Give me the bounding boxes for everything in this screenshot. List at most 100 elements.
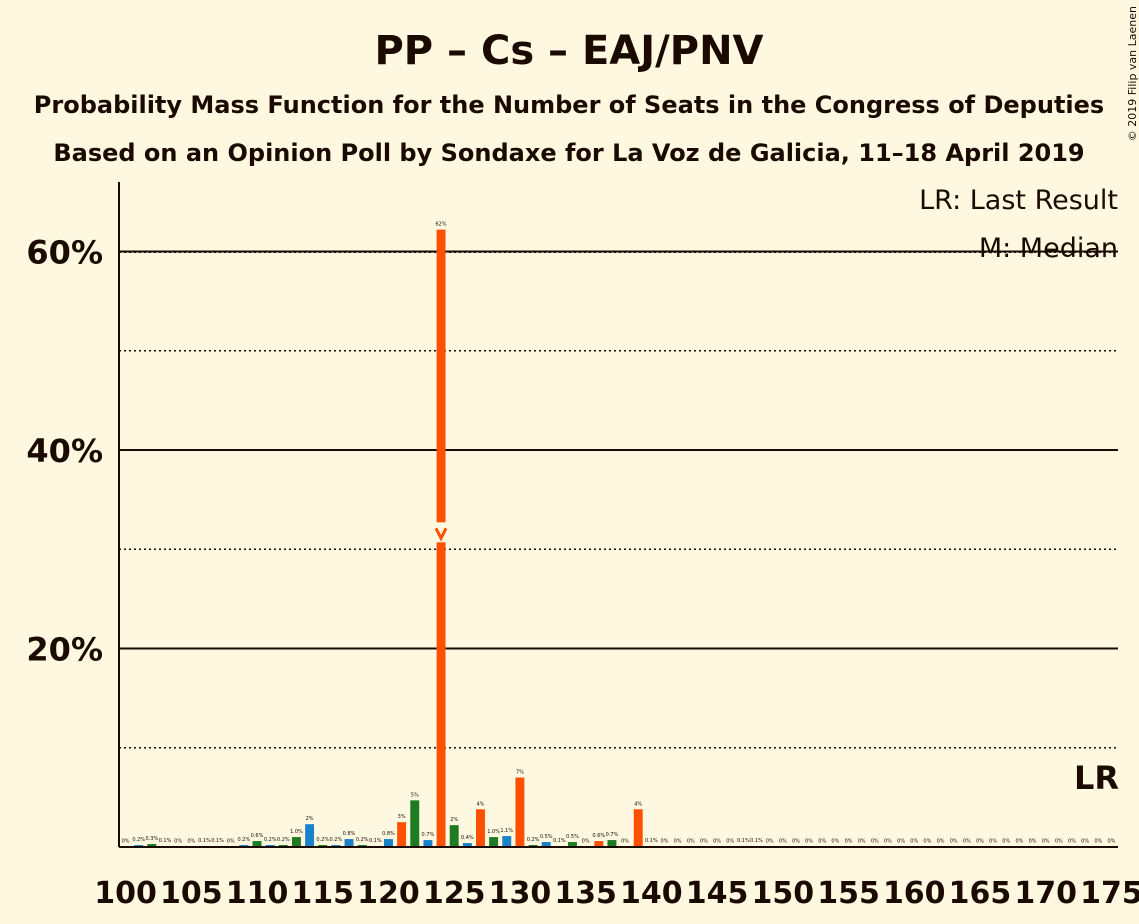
data-label-seat-136: 0.6% (592, 833, 605, 839)
data-label-seat-140: 0.1% (645, 838, 658, 844)
data-label-seat-124: 62% (435, 222, 446, 228)
data-label-seat-155: 0% (845, 839, 853, 845)
data-label-seat-149: 0% (766, 839, 774, 845)
x-tick-label-100: 100 (94, 876, 157, 911)
x-tick-label-150: 150 (751, 876, 814, 911)
bar-seat-127 (476, 809, 485, 847)
bar-seat-122 (410, 800, 420, 847)
data-label-seat-158: 0% (884, 839, 892, 845)
data-label-seat-112: 0.2% (277, 837, 290, 843)
x-tick-label-165: 165 (949, 876, 1012, 911)
bar-seat-130 (515, 777, 525, 847)
x-tick-label-160: 160 (883, 876, 946, 911)
data-label-seat-110: 0.6% (251, 833, 264, 839)
bar-seat-120 (383, 839, 393, 847)
bar-seat-102 (147, 844, 157, 847)
data-label-seat-130: 7% (516, 770, 524, 776)
data-label-seat-156: 0% (858, 839, 866, 845)
data-label-seat-157: 0% (871, 839, 879, 845)
x-tick-label-105: 105 (160, 876, 223, 911)
chart-subtitle: Probability Mass Function for the Number… (34, 91, 1104, 119)
bar-seat-117 (344, 839, 354, 847)
data-label-seat-145: 0% (713, 839, 721, 845)
data-label-seat-108: 0% (227, 839, 235, 845)
gridlines: 20% 40% 60% (26, 233, 1118, 749)
data-label-seat-170: 0% (1042, 839, 1050, 845)
data-label-seat-171: 0% (1055, 839, 1063, 845)
data-label-seat-161: 0% (923, 839, 931, 845)
data-label-seat-113: 1.0% (290, 829, 303, 835)
x-tick-label-175: 175 (1080, 876, 1139, 911)
chart-title: PP – Cs – EAJ/PNV (374, 28, 763, 74)
x-tick-label-145: 145 (686, 876, 749, 911)
legend-last-result: LR: Last Result (919, 185, 1118, 216)
bar-seat-121 (397, 822, 407, 847)
data-label-seat-159: 0% (897, 839, 905, 845)
data-label-seat-173: 0% (1081, 839, 1089, 845)
median-marker-bg (434, 522, 449, 543)
data-label-seat-118: 0.2% (356, 837, 369, 843)
legend-median: M: Median (979, 233, 1118, 264)
data-label-seat-174: 0% (1094, 839, 1102, 845)
bar-seat-134 (568, 842, 577, 847)
data-label-seat-115: 0.2% (316, 837, 329, 843)
median-marker-chevron (434, 527, 448, 542)
data-label-seat-132: 0.5% (540, 834, 553, 840)
data-label-seat-134: 0.5% (566, 834, 579, 840)
x-tick-label-115: 115 (291, 876, 354, 911)
data-labels: 0% 0.2% 0.3% 0.1% 0% 0% 0.1% 0.1% 0% 0.2%0.6%0.2%… (122, 222, 1116, 845)
bar-seat-114 (305, 824, 315, 847)
data-label-seat-141: 0% (661, 839, 669, 845)
chart-subtitle-source: Based on an Opinion Poll by Sondaxe for … (53, 139, 1084, 167)
data-label-seat-120: 0.8% (382, 831, 395, 837)
data-label-seat-126: 0.4% (461, 835, 474, 841)
data-label-seat-139: 4% (634, 801, 642, 807)
data-label-seat-104: 0% (174, 839, 182, 845)
x-tick-label-125: 125 (423, 876, 486, 911)
y-tick-label-40: 40% (26, 432, 103, 470)
data-label-seat-122: 5% (411, 792, 419, 798)
x-tick-label-170: 170 (1014, 876, 1077, 911)
data-label-seat-151: 0% (792, 839, 800, 845)
data-label-seat-117: 0.8% (343, 831, 356, 837)
data-label-seat-143: 0% (687, 839, 695, 845)
bar-seat-137 (607, 840, 617, 847)
bar-seat-128 (489, 837, 499, 847)
data-label-seat-154: 0% (831, 839, 839, 845)
data-label-seat-169: 0% (1029, 839, 1037, 845)
data-label-seat-121: 3% (398, 814, 406, 820)
data-label-seat-135: 0% (582, 839, 590, 845)
data-label-seat-131: 0.2% (527, 837, 540, 843)
data-label-seat-175: 0% (1107, 839, 1115, 845)
axes: 100 105 110 115 120 125 130 135 140 145 150 155 160 1… (94, 182, 1139, 911)
data-label-seat-106: 0.1% (198, 838, 211, 844)
data-label-seat-150: 0% (779, 839, 787, 845)
data-label-seat-123: 0.7% (422, 832, 435, 838)
data-label-seat-147: 0.1% (737, 838, 750, 844)
data-label-seat-105: 0% (187, 839, 195, 845)
data-label-seat-109: 0.2% (238, 837, 251, 843)
data-label-seat-133: 0.1% (553, 838, 566, 844)
data-label-seat-146: 0% (726, 839, 734, 845)
data-label-seat-125: 2% (450, 817, 458, 823)
data-label-seat-153: 0% (818, 839, 826, 845)
data-label-seat-101: 0.2% (132, 837, 145, 843)
data-label-seat-128: 1.0% (487, 829, 500, 835)
x-tick-label-120: 120 (357, 876, 420, 911)
data-label-seat-152: 0% (805, 839, 813, 845)
y-tick-label-20: 20% (26, 630, 103, 668)
data-label-seat-172: 0% (1068, 839, 1076, 845)
data-label-seat-111: 0.2% (264, 837, 277, 843)
bar-seat-132 (541, 842, 551, 847)
copyright-notice: © 2019 Filip van Laenen (1126, 6, 1139, 141)
last-result-marker: LR (1074, 759, 1119, 797)
data-label-seat-144: 0% (700, 839, 708, 845)
x-tick-label-140: 140 (620, 876, 683, 911)
data-label-seat-168: 0% (1015, 839, 1023, 845)
data-label-seat-166: 0% (989, 839, 997, 845)
bar-seat-125 (449, 825, 459, 847)
data-label-seat-163: 0% (950, 839, 958, 845)
data-label-seat-167: 0% (1002, 839, 1010, 845)
